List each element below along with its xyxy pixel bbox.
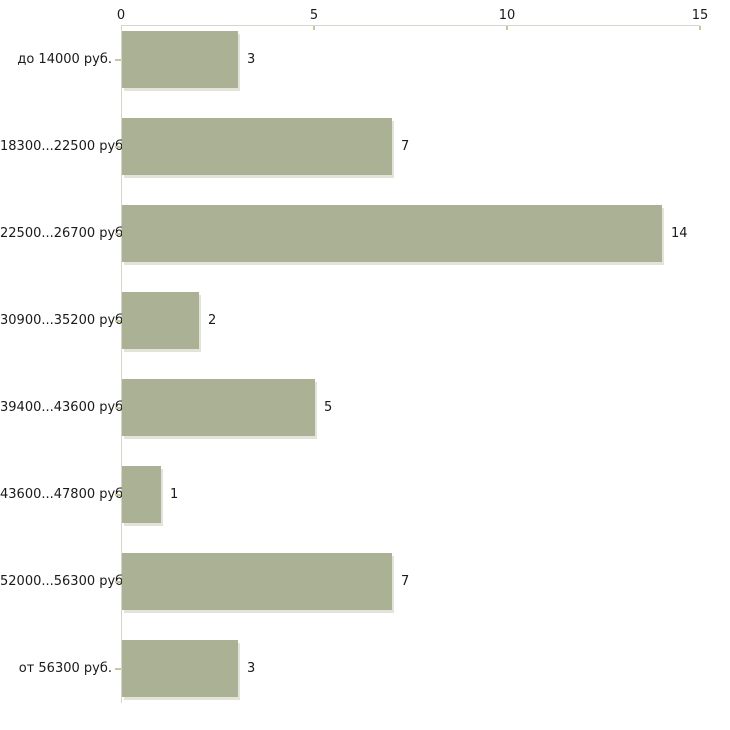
category-tick-mark <box>115 407 121 409</box>
bar <box>122 379 315 436</box>
bar-value-label: 7 <box>401 574 410 589</box>
bar <box>122 31 238 88</box>
category-label: 43600...47800 руб. <box>0 487 128 502</box>
category-label: 52000...56300 руб. <box>0 574 128 589</box>
category-label: 30900...35200 руб. <box>0 313 128 328</box>
x-tick-label: 5 <box>309 8 319 23</box>
bar-value-label: 2 <box>208 313 217 328</box>
bar-value-label: 7 <box>401 139 410 154</box>
bar <box>122 205 662 262</box>
category-label: 39400...43600 руб. <box>0 400 128 415</box>
category-label: 22500...26700 руб. <box>0 226 128 241</box>
x-axis-line <box>121 25 700 26</box>
category-tick-mark <box>115 146 121 148</box>
bar-value-label: 3 <box>247 661 256 676</box>
category-label: от 56300 руб. <box>18 661 112 676</box>
category-tick-mark <box>115 668 121 670</box>
bar-value-label: 1 <box>170 487 179 502</box>
bar-value-label: 14 <box>671 226 688 241</box>
category-tick-mark <box>115 59 121 61</box>
bar <box>122 292 199 349</box>
bar <box>122 553 392 610</box>
category-tick-mark <box>115 320 121 322</box>
bar <box>122 118 392 175</box>
bar-value-label: 5 <box>324 400 333 415</box>
x-tick-mark <box>313 26 315 30</box>
category-label: до 14000 руб. <box>17 52 112 67</box>
category-tick-mark <box>115 494 121 496</box>
x-tick-label: 0 <box>116 8 126 23</box>
x-tick-mark <box>699 26 701 30</box>
y-axis-line <box>121 25 122 703</box>
category-tick-mark <box>115 581 121 583</box>
bar <box>122 640 238 697</box>
x-tick-label: 10 <box>498 8 516 23</box>
x-tick-label: 15 <box>691 8 709 23</box>
category-label: 18300...22500 руб. <box>0 139 128 154</box>
bar <box>122 466 161 523</box>
bar-value-label: 3 <box>247 52 256 67</box>
category-tick-mark <box>115 233 121 235</box>
x-tick-mark <box>506 26 508 30</box>
